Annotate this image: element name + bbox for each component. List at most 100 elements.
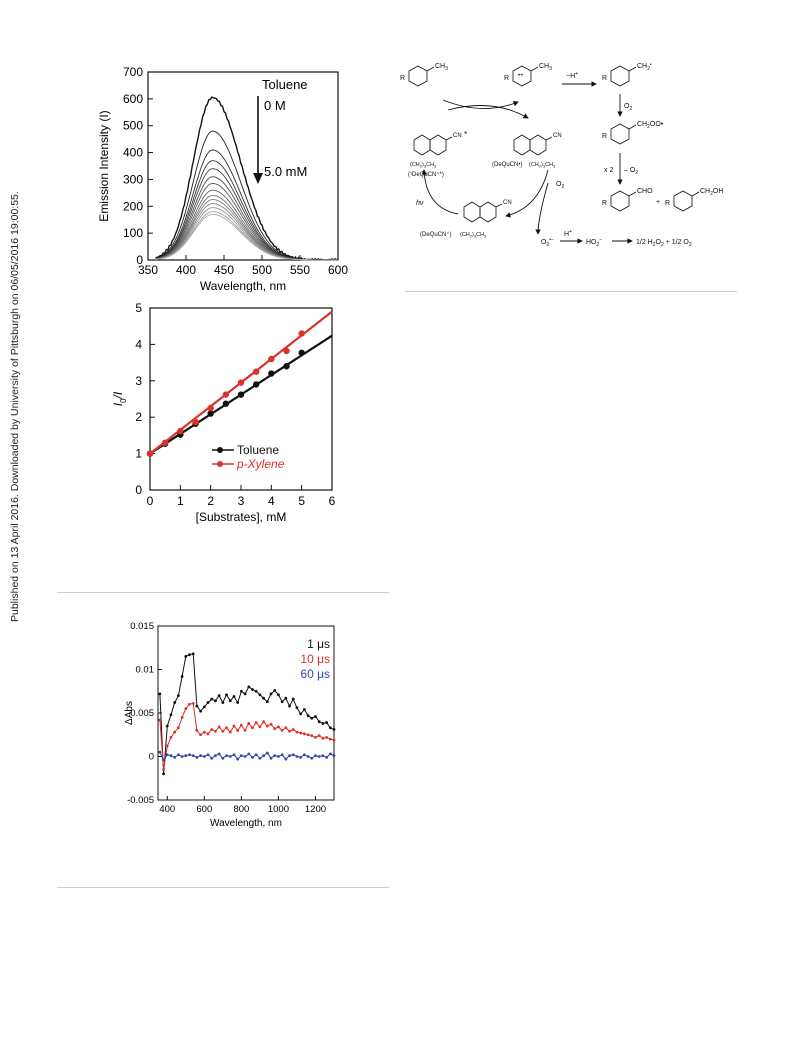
svg-text:CN: CN <box>453 133 462 139</box>
data-point <box>192 418 199 426</box>
emission-curve <box>155 183 338 261</box>
download-notice: Published on 13 April 2016. Downloaded b… <box>0 0 30 1039</box>
stern-volmer-figure: 0 1 2 3 4 5 6 0 1 2 3 4 5 [Substrates], mM I0/I Toluene… <box>100 298 350 543</box>
data-point <box>273 688 277 692</box>
data-point <box>299 731 303 735</box>
svg-text:– O2: – O2 <box>624 167 638 176</box>
data-point <box>221 701 225 704</box>
emission-curve <box>155 176 338 261</box>
data-point <box>298 330 305 337</box>
data-point <box>217 694 221 697</box>
aldehyde-ring <box>610 190 630 212</box>
peroxyl-ring <box>610 123 630 145</box>
svg-text:CN: CN <box>553 133 562 139</box>
data-point <box>206 753 210 757</box>
data-point <box>298 349 305 356</box>
data-point <box>277 693 280 697</box>
radical-quinoline-ring-a <box>513 134 531 156</box>
data-point <box>321 722 325 725</box>
svg-text:O2: O2 <box>556 181 564 190</box>
data-point <box>158 692 162 696</box>
data-point <box>258 756 262 760</box>
data-point <box>239 754 243 758</box>
data-point <box>232 695 236 698</box>
data-point <box>206 732 210 736</box>
data-point <box>254 721 258 724</box>
data-point <box>165 753 169 757</box>
end-concentration-label: 5.0 mM <box>264 164 307 179</box>
data-point <box>162 758 165 762</box>
reaction-scheme-graphic: R CH3 R •+ CH3 −H+ R CH2• O2 R CH2OO• x … <box>400 62 723 248</box>
x-tick-label: 2 <box>207 494 214 508</box>
data-point <box>302 753 306 757</box>
data-point <box>202 730 206 734</box>
data-point <box>314 754 317 758</box>
legend-label: 60 μs <box>300 667 330 681</box>
data-point <box>295 706 299 710</box>
toluene-ch3: CH <box>435 63 445 70</box>
data-point <box>265 751 269 755</box>
alcohol-label: CH <box>700 188 710 195</box>
data-point <box>232 753 236 757</box>
figure-divider-1 <box>57 592 389 593</box>
y-tick-label: 400 <box>123 146 143 160</box>
emission-curve <box>155 213 338 261</box>
data-point <box>321 754 325 758</box>
y-axis-label: Emission Intensity (I) <box>97 110 111 221</box>
data-point <box>188 653 191 657</box>
y-tick-label: 3 <box>135 374 142 388</box>
benzyl-radical-ring <box>610 65 630 87</box>
data-point <box>180 675 184 678</box>
data-point <box>239 689 243 693</box>
data-point <box>317 720 321 724</box>
data-point <box>236 701 240 704</box>
x-tick-label: 350 <box>138 263 158 277</box>
x-tick-label: 3 <box>238 494 245 508</box>
x-tick-label: 0 <box>147 494 154 508</box>
data-point <box>191 652 195 656</box>
legend-title: Toluene <box>262 77 308 92</box>
data-point <box>195 755 199 759</box>
data-point <box>254 753 258 757</box>
data-point <box>169 735 173 739</box>
y-tick-label: 200 <box>123 199 143 213</box>
data-point <box>176 726 180 730</box>
emission-spectra-chart: 350 400 450 500 550 600 0 100 200 300 400 500 600 700… <box>97 65 348 293</box>
superoxide-arrow <box>535 182 549 235</box>
data-point <box>199 754 203 758</box>
data-point <box>328 726 332 730</box>
data-point <box>162 768 165 771</box>
data-point <box>269 692 273 696</box>
data-point <box>310 734 314 738</box>
data-point <box>288 754 291 758</box>
products-label: 1/2 H <box>636 239 653 246</box>
data-point <box>214 754 217 758</box>
emission-curve <box>155 195 338 261</box>
data-point <box>184 655 188 658</box>
x-tick-label: 450 <box>214 263 234 277</box>
y-tick-label: 0 <box>135 483 142 497</box>
data-point <box>317 755 321 758</box>
radical-label: (DeQuCN•) <box>492 162 522 168</box>
data-point <box>210 756 214 760</box>
excited-state-label: (¹DeQuCN⁺*) <box>408 171 444 178</box>
data-point <box>195 729 199 732</box>
x-axis-label: Wavelength, nm <box>210 818 282 829</box>
radical-cation-sign: •+ <box>518 73 524 79</box>
svg-text:R: R <box>665 200 670 207</box>
data-point <box>228 730 232 734</box>
data-point <box>273 727 277 731</box>
data-point <box>277 725 280 729</box>
data-point <box>302 708 306 711</box>
data-point <box>243 755 247 758</box>
hydroperoxide-label: HO <box>586 239 597 246</box>
x-axis-label: [Substrates], mM <box>196 510 287 524</box>
data-point <box>225 754 228 758</box>
data-point <box>280 753 284 757</box>
y-tick-label: 4 <box>135 337 142 351</box>
aldehyde-label: CHO <box>637 188 653 195</box>
data-point <box>317 734 321 738</box>
data-point <box>221 756 225 760</box>
data-point <box>247 685 251 689</box>
radical-quinoline-ring-b <box>529 134 547 156</box>
